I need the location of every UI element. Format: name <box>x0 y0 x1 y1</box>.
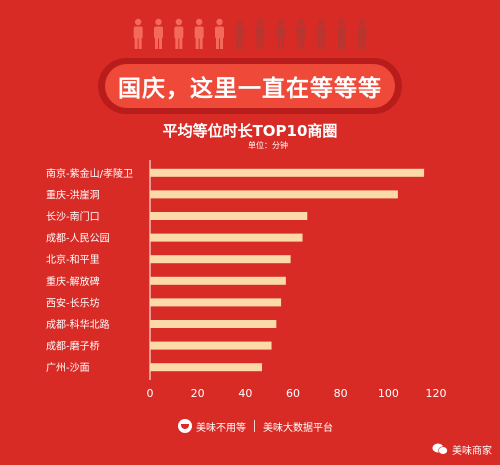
brand-logo-icon <box>178 419 192 433</box>
footer-brand: 美味不用等 <box>196 422 246 434</box>
bar <box>150 190 398 199</box>
person-icon <box>276 18 285 49</box>
person-icon <box>154 18 163 49</box>
bar <box>150 212 308 220</box>
person-icon <box>215 18 224 49</box>
person-icon <box>235 18 245 49</box>
x-tick-label: 20 <box>191 387 205 400</box>
category-label: 广州-沙面 <box>46 362 90 374</box>
chart-title: 平均等位时长TOP10商圈 <box>162 122 338 140</box>
category-label: 南京-紫金山/孝陵卫 <box>46 167 133 180</box>
x-tick-label: 60 <box>286 387 300 400</box>
watermark-text: 美味商家 <box>452 445 492 457</box>
bar <box>150 298 282 307</box>
person-icon <box>296 18 306 49</box>
person-icon <box>255 18 265 49</box>
wechat-icon <box>432 443 448 455</box>
footer: 美味不用等 美味大数据平台 <box>178 416 333 436</box>
x-tick-label: 120 <box>426 387 447 400</box>
people-row <box>133 18 367 49</box>
watermark: 美味商家 <box>432 439 492 459</box>
category-label: 成都-人民公园 <box>46 233 110 245</box>
chart-unit-note: 单位：分钟 <box>248 141 288 150</box>
bar <box>150 168 425 177</box>
person-icon <box>194 18 204 49</box>
bar <box>150 320 277 328</box>
category-label: 西安-长乐坊 <box>46 296 100 309</box>
bar <box>150 233 303 242</box>
x-tick-label: 0 <box>147 387 154 400</box>
category-label: 重庆-洪崖洞 <box>46 188 100 201</box>
category-label: 成都-科华北路 <box>46 318 110 331</box>
category-label: 长沙-南门口 <box>46 210 100 223</box>
person-icon <box>133 18 143 49</box>
footer-platform: 美味大数据平台 <box>263 422 333 434</box>
person-icon <box>316 18 326 49</box>
x-tick-label: 100 <box>378 387 399 400</box>
banner-title: 国庆，这里一直在等等等 <box>105 64 395 108</box>
bar <box>150 276 286 285</box>
category-label: 成都-磨子桥 <box>46 341 100 353</box>
bar <box>150 363 263 372</box>
x-tick-label: 40 <box>238 387 252 400</box>
category-label: 重庆-解放碑 <box>46 275 100 288</box>
person-icon <box>174 18 184 49</box>
person-icon <box>337 18 346 49</box>
bar <box>150 341 272 350</box>
bar <box>150 255 291 264</box>
footer-separator <box>254 420 255 432</box>
x-tick-label: 80 <box>334 387 348 400</box>
person-icon <box>357 18 367 49</box>
category-label: 北京-和平里 <box>46 253 100 266</box>
